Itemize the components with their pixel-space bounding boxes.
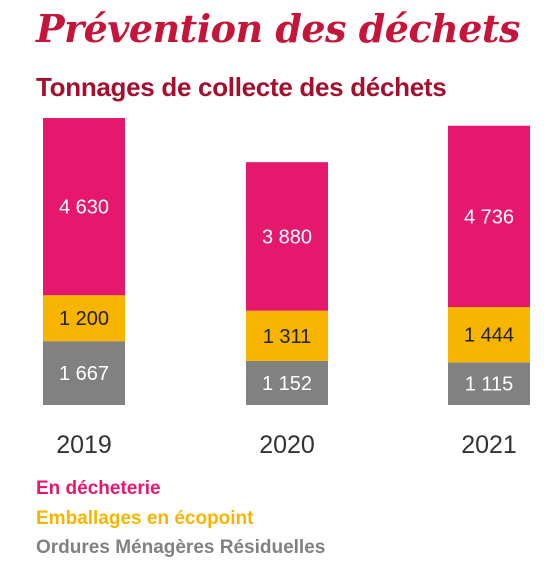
data-label-emballages-2020: 1 311: [263, 326, 312, 348]
data-label-decheterie-2020: 3 880: [262, 226, 312, 248]
data-label-decheterie-2019: 4 630: [59, 197, 109, 219]
data-label-ordures-2021: 1 115: [465, 374, 514, 396]
bar-emballages-2020: [246, 310, 328, 361]
data-label-emballages-2019: 1 200: [59, 308, 109, 330]
bar-emballages-2019: [43, 295, 125, 342]
bar-decheterie-2020: [246, 162, 328, 311]
x-tick-label-2020: 2020: [259, 431, 315, 459]
bar-ordures-2019: [43, 341, 125, 405]
x-tick-label-2019: 2019: [56, 431, 112, 459]
data-label-ordures-2020: 1 152: [262, 373, 312, 395]
data-label-decheterie-2021: 4 736: [464, 206, 514, 228]
legend-emballages: Emballages en écopoint: [36, 508, 254, 529]
bar-ordures-2021: [448, 362, 530, 405]
page-title: Prévention des déchets: [36, 6, 520, 51]
stacked-bar-chart: 1 667 1 200 4 630 2019 1 152 1 311 3 880 2020 1 …: [43, 118, 530, 459]
bar-decheterie-2019: [43, 118, 125, 296]
x-tick-label-2021: 2021: [461, 431, 517, 459]
legend-ordures: Ordures Ménagères Résiduelles: [36, 537, 326, 558]
legend-decheterie: En décheterie: [36, 478, 161, 499]
data-label-ordures-2019: 1 667: [59, 363, 109, 385]
bar-ordures-2020: [246, 360, 328, 405]
chart-subtitle: Tonnages de collecte des déchets: [36, 72, 447, 102]
data-label-emballages-2021: 1 444: [464, 325, 514, 347]
bar-emballages-2021: [448, 307, 530, 363]
bar-decheterie-2021: [448, 125, 530, 308]
